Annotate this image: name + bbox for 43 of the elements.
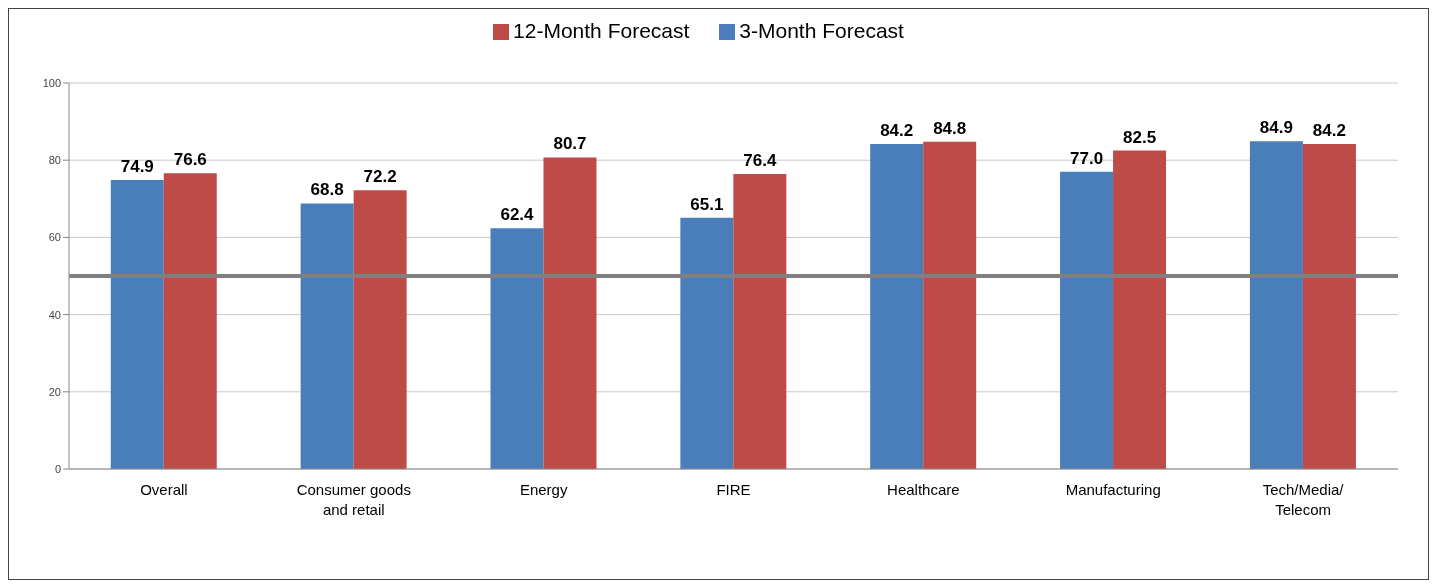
y-tick-label: 0 xyxy=(54,462,61,475)
data-label: 62.4 xyxy=(500,205,535,225)
bar xyxy=(1060,171,1114,469)
bar xyxy=(110,179,164,469)
bar xyxy=(1249,141,1303,469)
data-label: 76.6 xyxy=(173,150,207,170)
data-label: 68.8 xyxy=(310,180,344,200)
data-label: 84.9 xyxy=(1259,118,1293,138)
data-label: 74.9 xyxy=(120,156,154,176)
y-tick-label: 100 xyxy=(42,76,61,89)
x-tick-label: Overall xyxy=(140,481,188,498)
bar xyxy=(1113,150,1167,469)
bar xyxy=(923,141,977,469)
x-tick-label: FIRE xyxy=(716,481,751,498)
data-label: 84.8 xyxy=(933,118,967,138)
x-tick-label: Healthcare xyxy=(887,481,960,498)
y-tick-label: 20 xyxy=(48,385,61,398)
data-label: 72.2 xyxy=(363,167,397,187)
y-tick-label: 80 xyxy=(48,154,61,167)
data-label: 84.2 xyxy=(1312,120,1346,140)
y-tick-label: 60 xyxy=(48,231,61,244)
data-label: 65.1 xyxy=(690,194,724,214)
bar xyxy=(353,190,407,469)
x-tick-label: Energy xyxy=(519,481,568,498)
legend-label: 3-Month Forecast xyxy=(739,19,904,42)
bar xyxy=(870,143,924,469)
y-tick-label: 40 xyxy=(48,308,61,321)
data-label: 77.0 xyxy=(1070,148,1104,168)
bar xyxy=(733,174,787,469)
data-label: 84.2 xyxy=(880,120,914,140)
data-label: 82.5 xyxy=(1123,127,1157,147)
data-label: 80.7 xyxy=(553,134,587,154)
bar xyxy=(490,228,544,469)
x-tick-label: Consumer goods and retail xyxy=(296,481,411,518)
data-label: 76.4 xyxy=(743,151,777,171)
x-tick-label: Manufacturing xyxy=(1065,481,1161,498)
x-tick-label: Tech/Media/Telecom xyxy=(1262,481,1345,518)
bar xyxy=(680,217,734,469)
bar xyxy=(300,203,354,469)
bar xyxy=(163,173,217,469)
bar xyxy=(543,157,597,469)
bar xyxy=(1302,143,1356,469)
legend-label: 12-Month Forecast xyxy=(513,19,690,42)
